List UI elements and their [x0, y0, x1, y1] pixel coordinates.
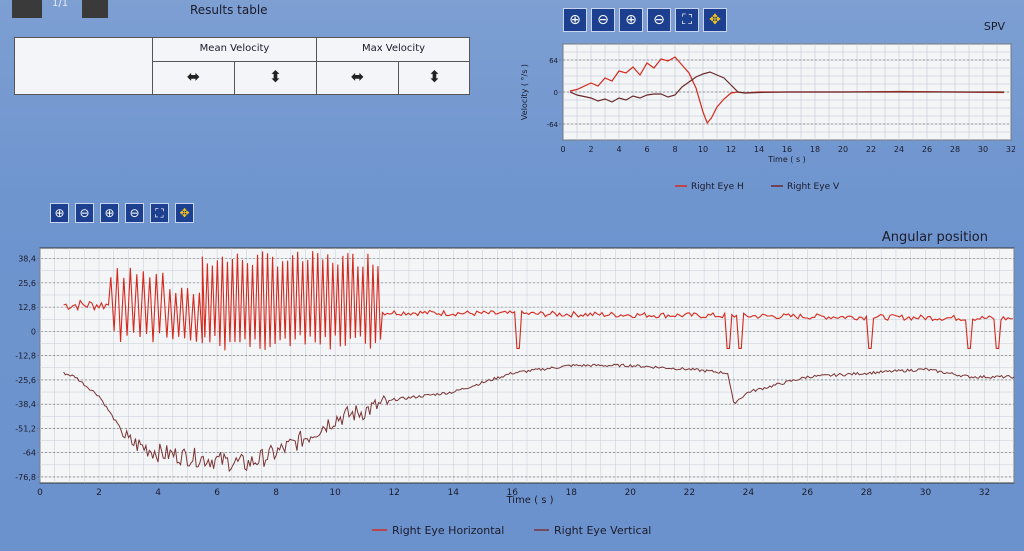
- angular-ytick-label: 12,8: [18, 303, 36, 312]
- zoom-in-vertical-icon-2[interactable]: ⊕: [50, 203, 69, 223]
- angular-xtick-label: 16: [507, 488, 519, 498]
- angular-xtick-label: 10: [329, 488, 341, 498]
- angular-title: Angular position: [882, 230, 988, 245]
- zoom-out-vertical-icon[interactable]: ⊖: [591, 8, 615, 32]
- spv-xtick-label: 32: [1006, 145, 1015, 154]
- zoom-in-vertical-icon[interactable]: ⊕: [563, 8, 587, 32]
- max-velocity-vertical-arrow-icon: ⬍: [398, 62, 470, 94]
- angular-xtick-label: 30: [920, 488, 932, 498]
- pan-move-icon[interactable]: ✥: [703, 8, 727, 32]
- results-row-header: [15, 38, 152, 94]
- page-indicator: 1/1: [52, 0, 69, 9]
- results-table-title: Results table: [190, 3, 268, 17]
- angular-xtick-label: 0: [37, 488, 43, 498]
- mean-velocity-horizontal-arrow-icon: ⬌: [152, 62, 234, 94]
- spv-xtick-label: 20: [838, 145, 848, 154]
- angular-ytick-label: -12,8: [15, 352, 36, 361]
- spv-legend-h: Right Eye H: [691, 182, 744, 192]
- angular-xtick-label: 20: [625, 488, 637, 498]
- angular-xlabel: Time ( s ): [505, 495, 553, 506]
- spv-xtick-label: 16: [782, 145, 792, 154]
- angular-ytick-label: 38,4: [18, 255, 36, 264]
- spv-xtick-label: 30: [978, 145, 988, 154]
- spv-xtick-label: 22: [866, 145, 876, 154]
- zoom-in-horizontal-icon[interactable]: ⊕: [619, 8, 643, 32]
- angular-legend: Right Eye Horizontal Right Eye Vertical: [372, 524, 651, 537]
- zoom-out-horizontal-icon[interactable]: ⊖: [647, 8, 671, 32]
- angular-xtick-label: 2: [96, 488, 102, 498]
- angular-ytick-label: -51,2: [15, 424, 36, 433]
- spv-title: SPV: [984, 20, 1006, 33]
- spv-ytick-label: -64: [547, 121, 559, 129]
- angular-xtick-label: 18: [566, 488, 578, 498]
- spv-xlabel: Time ( s ): [767, 155, 806, 164]
- spv-xtick-label: 14: [754, 145, 764, 154]
- angular-ytick-label: 0: [31, 327, 36, 336]
- angular-position-chart: Angular position 0 2 4 6 8 10 12 14 16 18 20 22 24 26…: [15, 230, 1015, 537]
- pan-move-icon-2[interactable]: ✥: [175, 203, 194, 223]
- spv-ylabel: Velocity ( °/s ): [520, 64, 529, 120]
- angular-legend-h: Right Eye Horizontal: [392, 524, 504, 537]
- angular-xtick-label: 4: [155, 488, 161, 498]
- angular-xtick-label: 14: [447, 488, 459, 498]
- spv-xtick-label: 18: [810, 145, 820, 154]
- spv-legend-v: Right Eye V: [787, 182, 840, 192]
- spv-xtick-label: 6: [644, 145, 649, 154]
- spv-xtick-label: 26: [922, 145, 932, 154]
- fit-all-icon-2[interactable]: ⛶: [150, 203, 169, 223]
- angular-ytick-label: -38,4: [15, 400, 36, 409]
- spv-series-line-1: [569, 71, 1004, 103]
- mean-velocity-header: Mean Velocity: [152, 38, 316, 62]
- zoom-out-vertical-icon-2[interactable]: ⊖: [75, 203, 94, 223]
- max-velocity-horizontal-arrow-icon: ⬌: [316, 62, 398, 94]
- spv-xtick-label: 2: [588, 145, 593, 154]
- max-velocity-header: Max Velocity: [316, 38, 470, 62]
- angular-series-vertical: [63, 363, 1015, 473]
- spv-chart: SPV 0 2 4 6 8 10 12 14 16 18 20 22 24 26 28 30 32640-64 …: [520, 20, 1015, 192]
- angular-xtick-label: 8: [273, 488, 279, 498]
- angular-xtick-label: 6: [214, 488, 220, 498]
- spv-xtick-label: 8: [672, 145, 677, 154]
- angular-xtick-label: 32: [979, 488, 990, 498]
- spv-xtick-label: 4: [616, 145, 621, 154]
- angular-ytick-label: -25,6: [15, 376, 36, 385]
- window-control-right[interactable]: [82, 0, 108, 18]
- zoom-out-horizontal-icon-2[interactable]: ⊖: [125, 203, 144, 223]
- spv-ytick-label: 0: [554, 89, 558, 97]
- results-table: Mean Velocity Max Velocity ⬌ ⬍ ⬌ ⬍: [14, 37, 470, 95]
- spv-ytick-label: 64: [549, 57, 558, 65]
- spv-xtick-label: 10: [698, 145, 708, 154]
- spv-xtick-label: 24: [894, 145, 904, 154]
- spv-xtick-label: 12: [726, 145, 736, 154]
- angular-xtick-label: 26: [802, 488, 814, 498]
- spv-legend: Right Eye H Right Eye V: [675, 182, 840, 192]
- fit-all-icon[interactable]: ⛶: [675, 8, 699, 32]
- angular-series-horizontal: [63, 251, 1013, 351]
- angular-xtick-label: 12: [388, 488, 399, 498]
- angular-legend-v: Right Eye Vertical: [554, 524, 651, 537]
- angular-ytick-label: -76,8: [15, 473, 36, 482]
- spv-xtick-label: 28: [950, 145, 960, 154]
- window-control-left[interactable]: [12, 0, 42, 18]
- angular-ytick-label: -64: [23, 449, 36, 458]
- mean-velocity-vertical-arrow-icon: ⬍: [234, 62, 316, 94]
- zoom-in-horizontal-icon-2[interactable]: ⊕: [100, 203, 119, 223]
- angular-xtick-label: 22: [684, 488, 695, 498]
- angular-ytick-label: 25,6: [18, 279, 36, 288]
- spv-xtick-label: 0: [560, 145, 565, 154]
- angular-xtick-label: 24: [743, 488, 755, 498]
- angular-xtick-label: 28: [861, 488, 873, 498]
